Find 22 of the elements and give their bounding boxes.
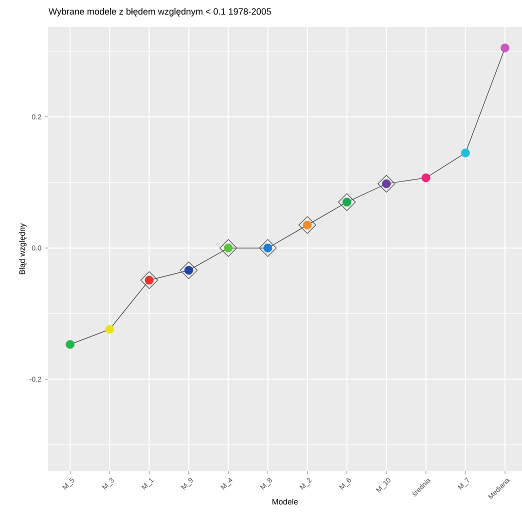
point	[140, 271, 158, 289]
point	[184, 266, 194, 275]
point	[144, 276, 154, 285]
point	[342, 198, 352, 207]
point	[338, 193, 356, 211]
point	[302, 220, 312, 230]
point	[105, 324, 114, 334]
x-axis-title: Modele	[272, 498, 298, 505]
point	[180, 261, 198, 280]
chart-title: Wybrane modele z błędem względnym < 0.1 1978-2005	[48, 8, 271, 16]
point	[219, 239, 238, 257]
point	[382, 179, 391, 188]
y-axis-title: Błąd względny	[19, 223, 27, 274]
point	[66, 340, 75, 349]
point	[500, 44, 510, 52]
point	[263, 244, 272, 252]
point	[258, 239, 277, 257]
point	[461, 148, 470, 158]
point	[378, 174, 396, 193]
point	[298, 216, 316, 234]
point	[224, 244, 233, 252]
point	[422, 173, 430, 182]
